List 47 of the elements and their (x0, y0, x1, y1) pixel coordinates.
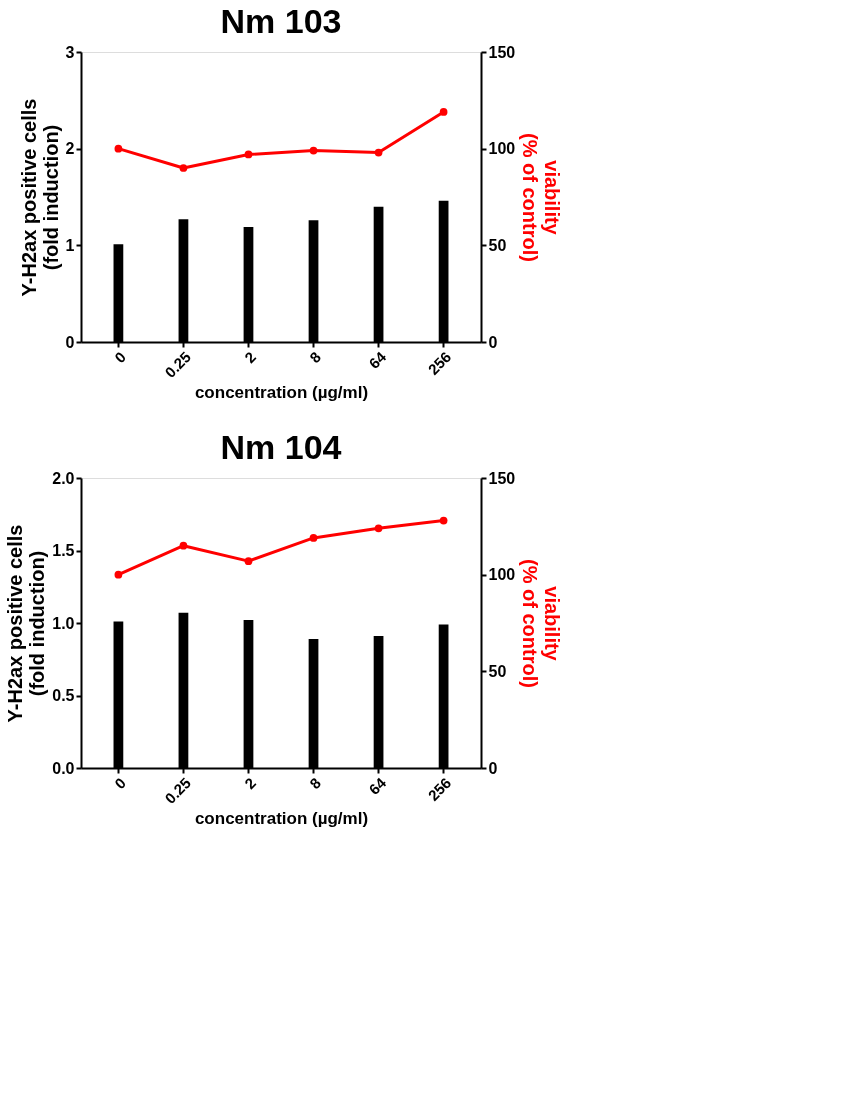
x-tick-label: 2 (241, 348, 260, 367)
point (114, 144, 123, 153)
y-tick-label: 3 (65, 43, 75, 61)
y2-tick-label: 0 (488, 759, 498, 777)
x-tick-label: 256 (424, 348, 455, 378)
x-tick-label: 0 (111, 774, 129, 793)
chart-title: Nm 103 (220, 2, 342, 40)
y-tick-label: 1 (65, 236, 75, 254)
y-tick-label: 2.0 (52, 469, 75, 487)
y-tick-label: 2 (65, 140, 75, 158)
point (179, 164, 188, 172)
x-axis-title: concentration (µg/ml) (194, 382, 369, 402)
y-tick-label: 1.5 (52, 542, 75, 559)
x-tick-label: 8 (306, 348, 325, 367)
y2-tick-label: 100 (488, 566, 516, 584)
x-tick-label: 256 (424, 774, 455, 804)
y2-tick-label: 0 (488, 333, 498, 351)
x-tick-label: 64 (365, 347, 390, 372)
x-tick-label: 8 (306, 774, 325, 793)
y-tick-label: 1.0 (52, 614, 75, 632)
point (439, 108, 448, 116)
y-axis-title: Y-H2ax positive cells (fold induction) (17, 98, 62, 297)
x-tick-label: 0 (111, 348, 129, 367)
point (114, 570, 123, 579)
y2-axis-title: viability (% of control) (519, 559, 564, 688)
y2-tick-label: 100 (488, 140, 516, 158)
y-tick-label: 0.5 (52, 687, 75, 704)
y-tick-label: 0.0 (52, 759, 75, 777)
y2-axis-title: viability (% of control) (519, 133, 564, 262)
point (439, 516, 448, 525)
y-axis-title: Y-H2ax positive cells (fold induction) (4, 524, 49, 723)
y2-tick-label: 150 (488, 43, 516, 61)
y2-tick-label: 150 (488, 469, 516, 487)
point (374, 148, 383, 157)
x-tick-label: 2 (241, 774, 260, 793)
chart-title: Nm 104 (220, 428, 342, 466)
x-tick-label: 64 (365, 773, 390, 798)
y2-tick-label: 50 (488, 662, 507, 680)
x-axis-title: concentration (µg/ml) (194, 808, 369, 828)
point (309, 146, 318, 155)
point (309, 534, 318, 542)
point (244, 557, 253, 565)
point (244, 150, 253, 159)
y-tick-label: 0 (65, 333, 75, 351)
point (374, 524, 383, 533)
point (179, 541, 188, 550)
y2-tick-label: 50 (488, 236, 507, 254)
